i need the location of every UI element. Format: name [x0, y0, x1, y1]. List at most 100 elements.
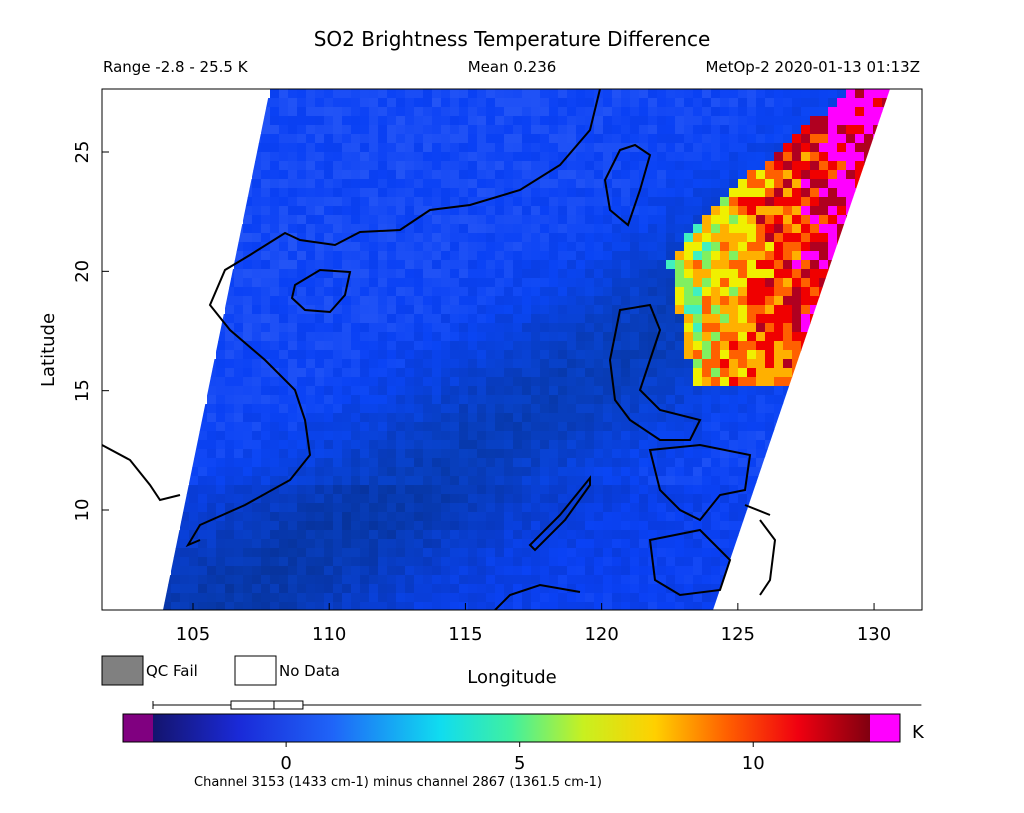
swath-cell	[423, 188, 433, 198]
swath-cell	[792, 197, 802, 207]
swath-cell	[486, 449, 496, 459]
swath-cell	[720, 458, 730, 468]
swath-cell	[468, 278, 478, 288]
swath-cell	[621, 566, 631, 576]
swath-cell	[540, 125, 550, 135]
swath-cell	[558, 494, 568, 504]
swath-cell	[306, 422, 316, 432]
swath-cell	[468, 404, 478, 414]
swath-cell	[414, 107, 424, 117]
swath-cell	[621, 197, 631, 207]
swath-cell	[261, 107, 271, 117]
swath-cell	[837, 98, 847, 108]
swath-cell	[720, 503, 730, 513]
swath-cell	[729, 332, 739, 342]
swath-cell	[693, 602, 703, 610]
swath-cell	[513, 296, 523, 306]
swath-cell	[594, 557, 604, 567]
swath-cell	[378, 107, 388, 117]
swath-cell	[198, 602, 208, 610]
swath-cell	[792, 179, 802, 189]
swath-cell	[441, 602, 451, 610]
swath-cell	[864, 98, 874, 108]
swath-cell	[720, 143, 730, 153]
swath-cell	[378, 89, 388, 99]
swath-cell	[387, 269, 397, 279]
x-tick-label: 125	[721, 624, 755, 645]
swath-cell	[864, 89, 874, 99]
swath-cell	[495, 152, 505, 162]
swath-cell	[585, 584, 595, 594]
swath-cell	[801, 134, 811, 144]
swath-cell	[405, 116, 415, 126]
swath-cell	[351, 161, 361, 171]
swath-cell	[261, 530, 271, 540]
swath-cell	[630, 377, 640, 387]
swath-cell	[693, 431, 703, 441]
swath-cell	[414, 368, 424, 378]
swath-cell	[477, 125, 487, 135]
swath-cell	[378, 332, 388, 342]
swath-cell	[324, 503, 334, 513]
swath-cell	[666, 413, 676, 423]
swath-cell	[225, 377, 235, 387]
swath-cell	[261, 422, 271, 432]
swath-cell	[396, 89, 406, 99]
swath-cell	[558, 377, 568, 387]
swath-cell	[720, 224, 730, 234]
swath-cell	[270, 458, 280, 468]
swath-cell	[747, 359, 757, 369]
swath-cell	[594, 431, 604, 441]
swath-cell	[459, 125, 469, 135]
swath-cell	[360, 215, 370, 225]
swath-cell	[378, 134, 388, 144]
swath-cell	[261, 287, 271, 297]
swath-cell	[567, 314, 577, 324]
swath-cell	[594, 341, 604, 351]
swath-cell	[477, 602, 487, 610]
swath-cell	[414, 449, 424, 459]
swath-cell	[459, 332, 469, 342]
swath-cell	[603, 440, 613, 450]
swath-cell	[333, 548, 343, 558]
swath-cell	[234, 467, 244, 477]
swath-cell	[387, 287, 397, 297]
swath-cell	[540, 395, 550, 405]
swath-cell	[252, 512, 262, 522]
swath-cell	[414, 458, 424, 468]
swath-cell	[297, 431, 307, 441]
swath-cell	[333, 350, 343, 360]
swath-cell	[306, 143, 316, 153]
swath-cell	[477, 404, 487, 414]
swath-cell	[351, 233, 361, 243]
swath-cell	[819, 206, 829, 216]
swath-cell	[648, 278, 658, 288]
swath-cell	[540, 377, 550, 387]
swath-cell	[594, 377, 604, 387]
swath-cell	[558, 512, 568, 522]
swath-cell	[675, 476, 685, 486]
coast-mindanao	[648, 528, 732, 597]
swath-cell	[360, 224, 370, 234]
swath-cell	[639, 305, 649, 315]
swath-cell	[495, 503, 505, 513]
swath-cell	[405, 179, 415, 189]
swath-cell	[648, 224, 658, 234]
swath-cell	[756, 125, 766, 135]
swath-cell	[396, 530, 406, 540]
swath-cell	[585, 575, 595, 585]
swath-cell	[432, 404, 442, 414]
swath-cell	[756, 467, 766, 477]
swath-cell	[441, 107, 451, 117]
swath-cell	[630, 125, 640, 135]
swath-cell	[540, 134, 550, 144]
swath-cell	[630, 404, 640, 414]
swath-cell	[513, 494, 523, 504]
swath-cell	[342, 512, 352, 522]
swath-cell	[621, 332, 631, 342]
swath-cell	[288, 89, 298, 99]
swath-cell	[414, 566, 424, 576]
swath-cell	[567, 170, 577, 180]
swath-cell	[603, 431, 613, 441]
swath-cell	[243, 539, 253, 549]
